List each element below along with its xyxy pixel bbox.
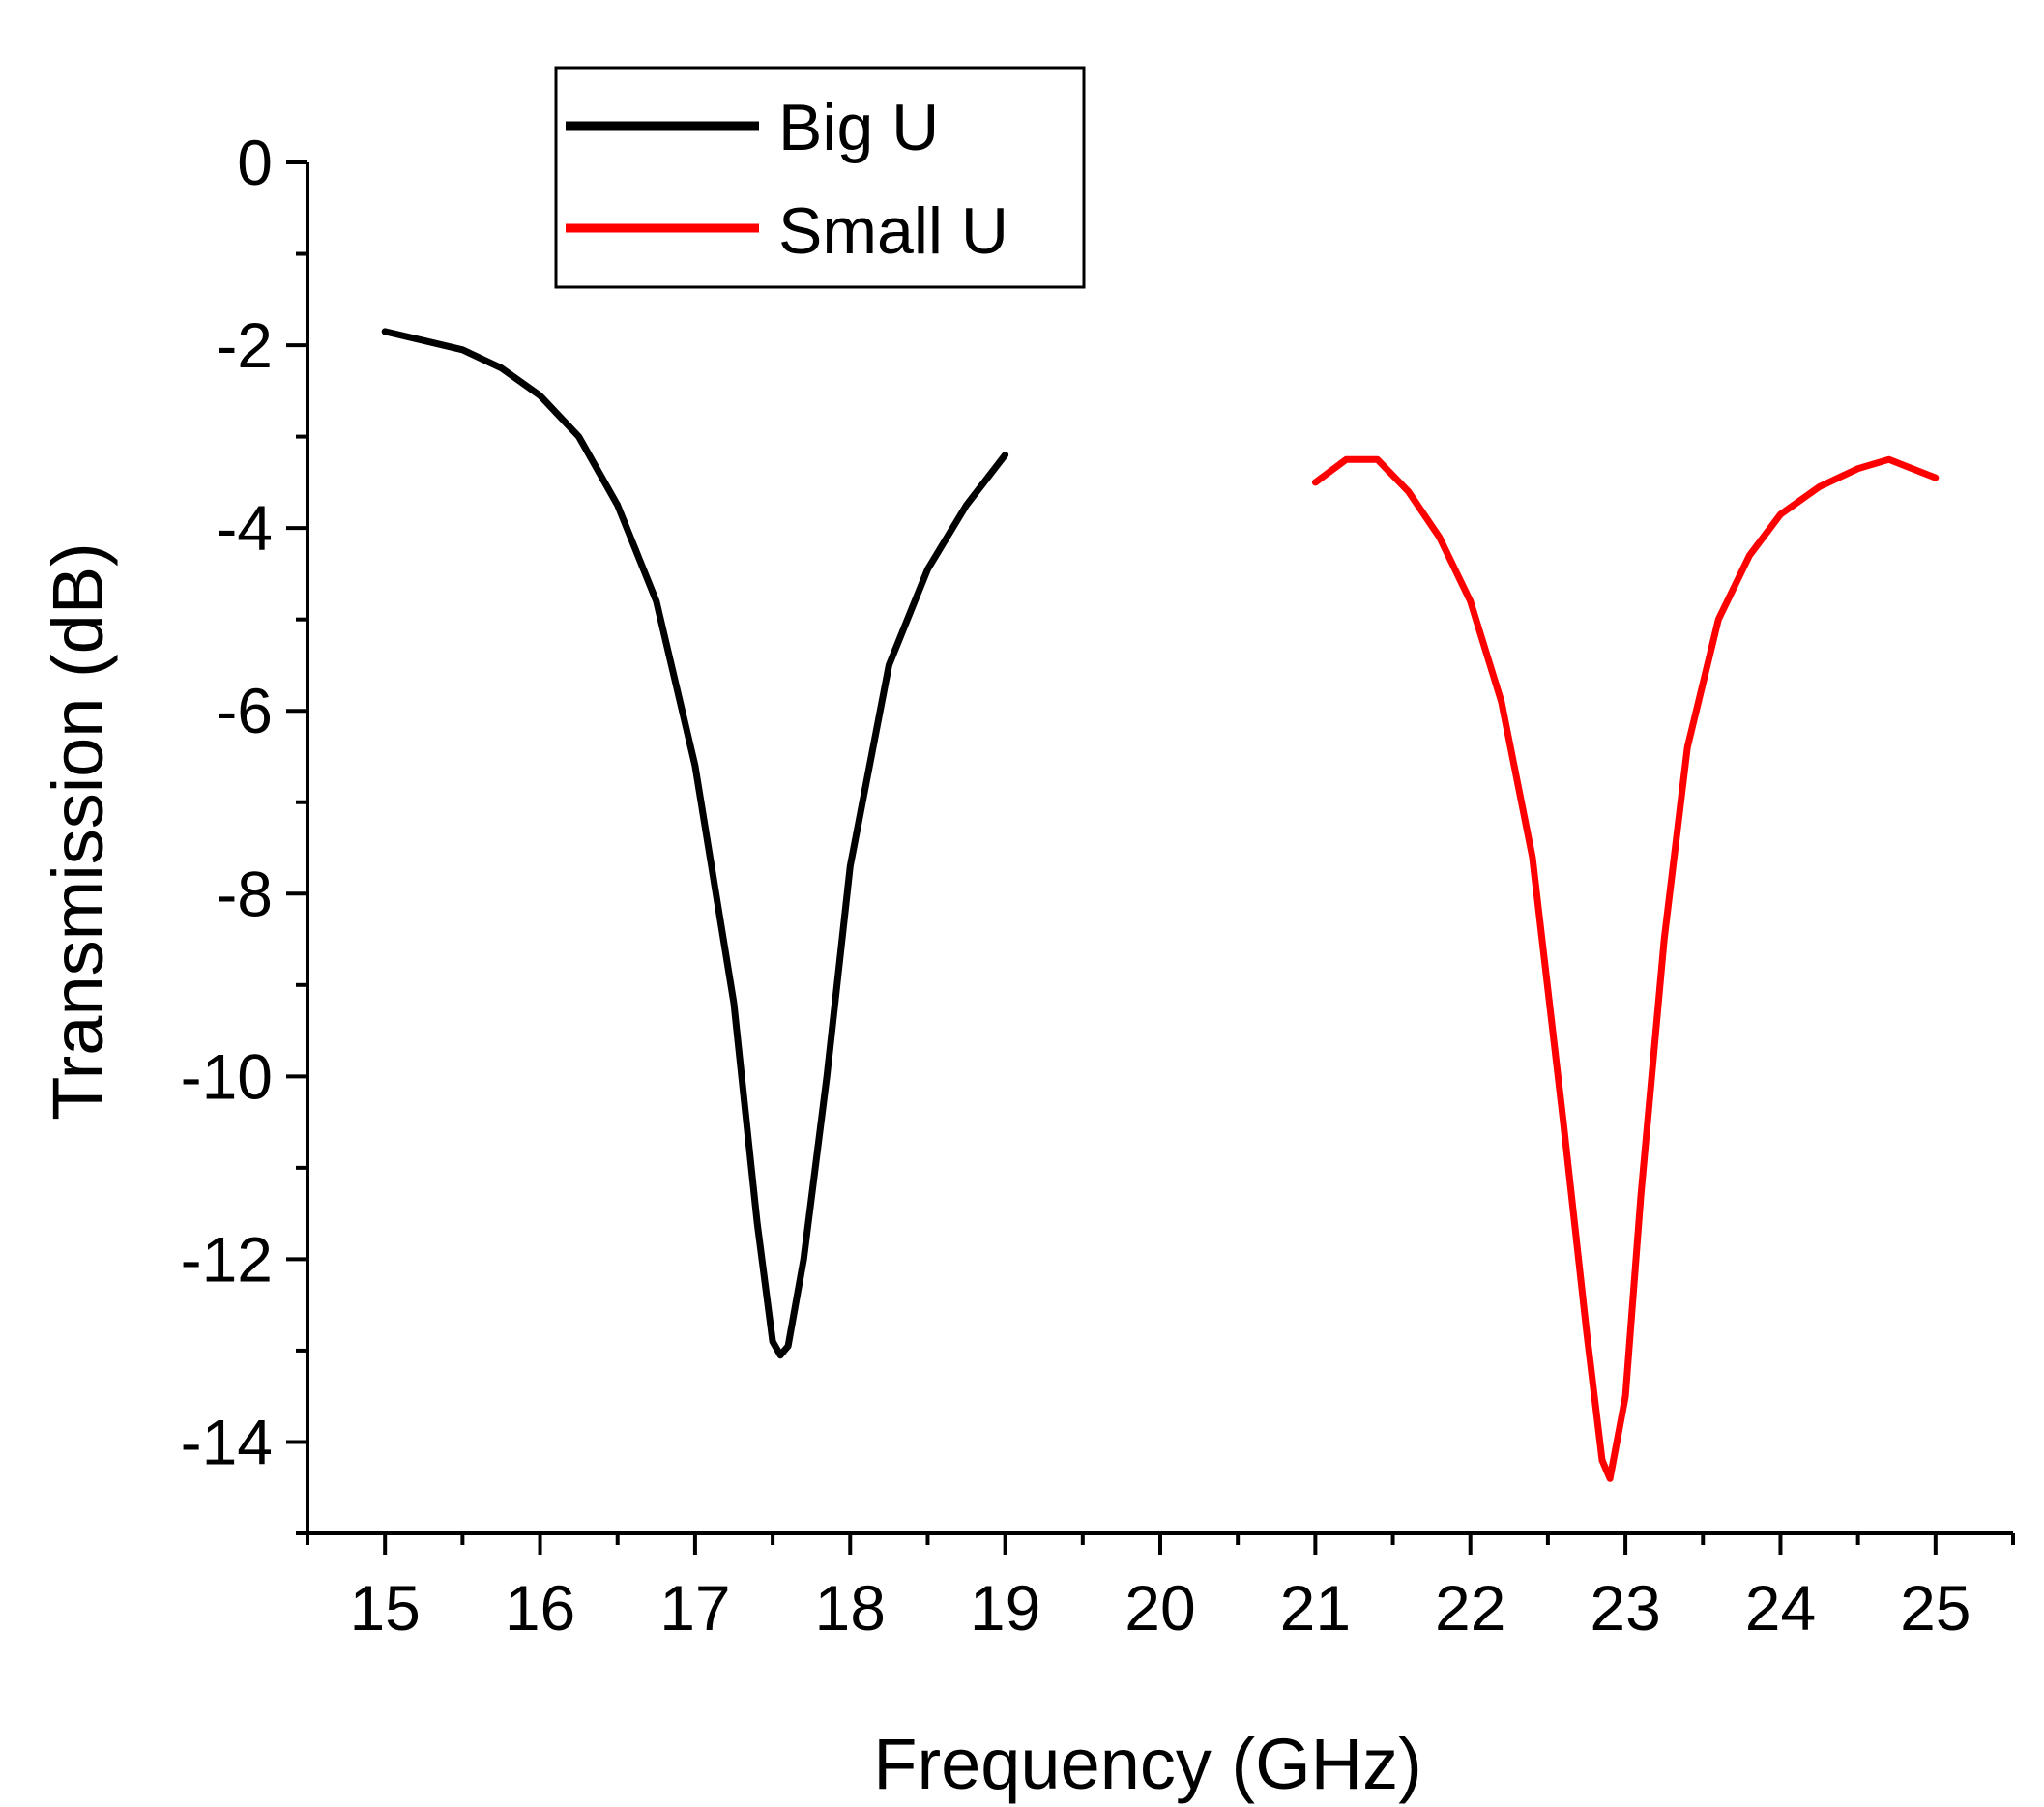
y-tick-label: -10 [181,1040,273,1112]
x-tick-label: 25 [1900,1572,1971,1644]
y-tick-label: -2 [216,309,273,381]
x-tick-label: 15 [349,1572,420,1644]
y-tick-label: -12 [181,1223,273,1295]
legend-label-small-u: Small U [778,194,1008,268]
x-tick-label: 21 [1280,1572,1351,1644]
x-tick-label: 16 [505,1572,575,1644]
x-axis-ticks: 15 16 17 18 19 20 21 22 23 24 25 [306,1533,2015,1644]
x-tick-label: 23 [1590,1572,1660,1644]
y-axis-ticks: 0 -2 -4 -6 -8 -10 -12 -14 [181,127,307,1535]
y-tick-label: -6 [216,675,273,746]
y-axis-title: Transmission (dB) [38,542,118,1121]
x-tick-label: 24 [1745,1572,1816,1644]
x-tick-label: 18 [815,1572,886,1644]
y-tick-label: -4 [216,492,273,564]
y-tick-label: 0 [237,127,273,198]
plot-area [381,328,1940,1482]
axes: 15 16 17 18 19 20 21 22 23 24 25 0 -2 -4 -6 -8 -10 -12 -1… [181,127,2015,1644]
y-tick-label: -8 [216,858,273,929]
x-tick-label: 20 [1124,1572,1195,1644]
x-axis-title: Frequency (GHz) [873,1724,1421,1804]
legend-box [554,66,1086,289]
x-tick-label: 19 [970,1572,1040,1644]
legend-label-big-u: Big U [778,91,939,164]
series-line-small-u [1311,455,1940,1482]
x-tick-label: 17 [659,1572,730,1644]
legend: Big U Small U [554,66,1086,289]
series-line-big-u [381,328,1009,1359]
y-tick-label: -14 [181,1406,273,1477]
x-tick-label: 22 [1435,1572,1505,1644]
